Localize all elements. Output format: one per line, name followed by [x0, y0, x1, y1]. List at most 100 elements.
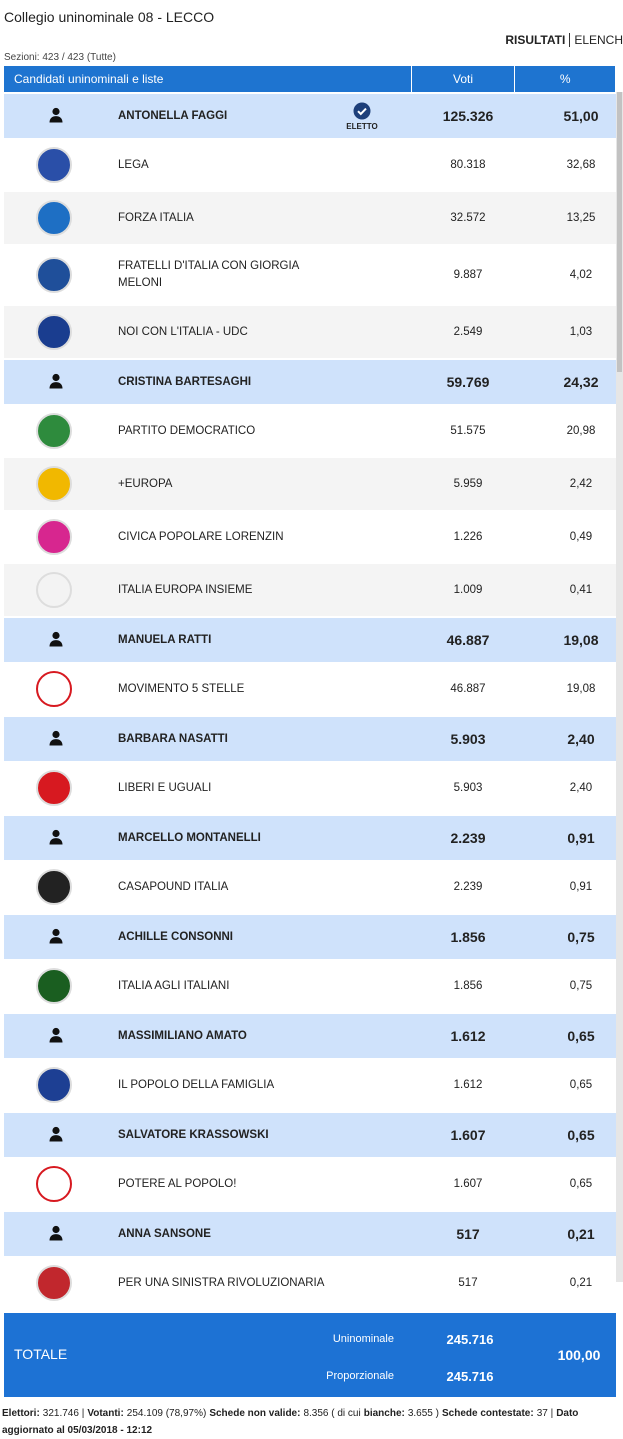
footer-text: 37 |: [536, 1408, 554, 1419]
votes: 80.318: [450, 159, 486, 171]
person: [48, 829, 64, 848]
footer: Elettori: 321.746 | Votanti: 254.109 (78,97…: [2, 1405, 620, 1439]
percentage: 2,42: [569, 478, 593, 490]
votes: 1.856: [453, 980, 483, 992]
percentage: 0,75: [567, 929, 595, 945]
table-header: Candidati uninominali e liste Voti %: [4, 66, 616, 92]
footer-text: 8.356 ( di cui: [303, 1408, 361, 1419]
party-logo: [36, 1265, 72, 1301]
sections-info: Sezioni: 423 / 423 (Tutte): [4, 52, 116, 63]
total-label: TOTALE: [14, 1346, 68, 1362]
person: [48, 373, 64, 392]
row-name: IL POPOLO DELLA FAMIGLIA: [118, 1078, 275, 1091]
check-icon: [353, 102, 371, 120]
person-icon: [49, 1225, 63, 1240]
candidate-row: BARBARA NASATTI 5.903 2,40: [4, 717, 616, 761]
list-row: ITALIA AGLI ITALIANI 1.856 0,75: [4, 960, 616, 1012]
percentage: 24,32: [563, 374, 599, 390]
party-logo: [36, 147, 72, 183]
votes: 1.612: [453, 1079, 483, 1091]
footer-text: Schede non valide:: [209, 1408, 301, 1419]
row-name: ANNA SANSONE: [118, 1227, 211, 1240]
tab[interactable]: RISULTATI: [505, 33, 571, 47]
votes: 46.887: [446, 632, 490, 648]
candidate-row: MANUELA RATTI 46.887 19,08: [4, 618, 616, 662]
footer-text: 321.746 |: [42, 1408, 85, 1419]
total-sub-label: Uninominale: [332, 1333, 394, 1345]
votes: 2.239: [453, 881, 483, 893]
list-row: CIVICA POPOLARE LORENZIN 1.226 0,49: [4, 511, 616, 563]
person-icon: [49, 373, 63, 388]
list-row: FORZA ITALIA 32.572 13,25: [4, 192, 616, 244]
percentage: 0,65: [569, 1178, 593, 1190]
votes: 32.572: [450, 212, 486, 224]
column-header: Voti: [412, 66, 516, 92]
percentage: 0,65: [567, 1127, 595, 1143]
votes: 1.226: [453, 531, 483, 543]
column-header: %: [515, 66, 616, 92]
row-name: ITALIA EUROPA INSIEME: [118, 583, 253, 596]
results-table: Candidati uninominali e liste Voti % ANT…: [4, 66, 616, 1397]
percentage: 0,41: [569, 584, 593, 596]
votes: 1.607: [453, 1178, 483, 1190]
person-icon: [49, 107, 63, 122]
person-icon: [49, 928, 63, 943]
row-name: CRISTINA BARTESAGHI: [118, 375, 252, 388]
percentage: 2,40: [569, 782, 593, 794]
party-logo: [36, 257, 72, 293]
list-row: FRATELLI D'ITALIA CON GIORGIA MELONI 9.88…: [4, 245, 616, 305]
row-name: CIVICA POPOLARE LORENZIN: [118, 530, 284, 543]
votes: 9.887: [453, 269, 483, 281]
list-row: MOVIMENTO 5 STELLE 46.887 19,08: [4, 663, 616, 715]
row-name: POTERE AL POPOLO!: [118, 1177, 237, 1190]
total-votes: 245.716: [446, 1332, 494, 1347]
person-icon: [49, 730, 63, 745]
row-name: PARTITO DEMOCRATICO: [118, 424, 256, 437]
party-logo: [36, 466, 72, 502]
person-icon: [49, 1126, 63, 1141]
votes: 1.856: [450, 929, 486, 945]
votes: 46.887: [450, 683, 486, 695]
person: [48, 730, 64, 749]
scrollbar[interactable]: [616, 92, 623, 1282]
percentage: 19,08: [563, 632, 599, 648]
tabs: RISULTATI ELENCH: [505, 33, 623, 47]
row-name: MANUELA RATTI: [118, 633, 212, 646]
row-name: NOI CON L'ITALIA - UDC: [118, 325, 248, 338]
row-name: +EUROPA: [118, 477, 173, 490]
votes: 51.575: [450, 425, 486, 437]
candidate-row: ACHILLE CONSONNI 1.856 0,75: [4, 915, 616, 959]
percentage: 32,68: [566, 159, 596, 171]
footer-text: 254.109 (78,97%): [126, 1408, 207, 1419]
total-pct: 100,00: [557, 1347, 601, 1363]
percentage: 4,02: [569, 269, 593, 281]
person: [48, 631, 64, 650]
candidate-row: CRISTINA BARTESAGHI 59.769 24,32: [4, 360, 616, 404]
row-name: MARCELLO MONTANELLI: [118, 831, 261, 844]
list-row: PARTITO DEMOCRATICO 51.575 20,98: [4, 405, 616, 457]
candidate-row: MASSIMILIANO AMATO 1.612 0,65: [4, 1014, 616, 1058]
tab[interactable]: ELENCH: [574, 33, 623, 47]
footer-text: 3.655 ): [407, 1408, 439, 1419]
votes: 5.903: [453, 782, 483, 794]
list-row: LIBERI E UGUALI 5.903 2,40: [4, 762, 616, 814]
percentage: 0,91: [567, 830, 595, 846]
row-name: MASSIMILIANO AMATO: [118, 1029, 247, 1042]
row-name: MOVIMENTO 5 STELLE: [118, 682, 245, 695]
person-icon: [49, 829, 63, 844]
party-logo: [36, 770, 72, 806]
row-name: LEGA: [118, 158, 149, 171]
party-logo: [36, 519, 72, 555]
total-sub-label: Proporzionale: [326, 1370, 394, 1382]
percentage: 0,65: [569, 1079, 593, 1091]
party-logo: [36, 200, 72, 236]
percentage: 0,91: [569, 881, 593, 893]
row-name: ACHILLE CONSONNI: [118, 930, 233, 943]
party-logo: [36, 314, 72, 350]
candidate-row: ANTONELLA FAGGI ELETTO 125.326 51,00: [4, 94, 616, 138]
row-name: CASAPOUND ITALIA: [118, 880, 229, 893]
footer-text: Votanti:: [87, 1408, 124, 1419]
party-logo: [36, 968, 72, 1004]
percentage: 13,25: [566, 212, 596, 224]
